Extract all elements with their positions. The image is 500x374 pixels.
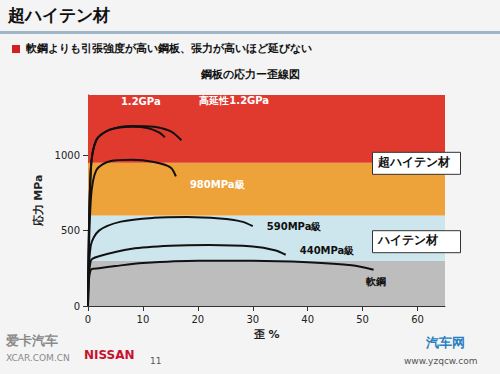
svg-text:590MPa級: 590MPa級 <box>267 221 323 232</box>
svg-text:NISSAN: NISSAN <box>84 348 135 362</box>
svg-text:高延性1.2GPa: 高延性1.2GPa <box>199 95 269 106</box>
svg-text:超ハイテン材: 超ハイテン材 <box>377 155 450 169</box>
svg-text:440MPa級: 440MPa級 <box>300 245 356 256</box>
svg-text:1.2GPa: 1.2GPa <box>121 96 161 107</box>
svg-text:鋼板の応力ー歪線図: 鋼板の応力ー歪線図 <box>200 68 300 81</box>
svg-text:11: 11 <box>150 356 161 366</box>
svg-text:20: 20 <box>191 314 204 325</box>
svg-text:XCAR.COM.CN: XCAR.COM.CN <box>6 353 70 363</box>
svg-text:軟鋼: 軟鋼 <box>365 276 386 287</box>
svg-text:0: 0 <box>74 301 80 312</box>
svg-text:30: 30 <box>246 314 259 325</box>
svg-text:超ハイテン材: 超ハイテン材 <box>7 5 110 25</box>
svg-text:歪 %: 歪 % <box>253 328 280 341</box>
svg-text:10: 10 <box>137 314 150 325</box>
svg-text:1000: 1000 <box>55 150 80 161</box>
svg-text:60: 60 <box>411 314 424 325</box>
svg-text:応力 MPa: 応力 MPa <box>32 175 45 228</box>
svg-text:汽车网: 汽车网 <box>425 335 465 350</box>
svg-text:40: 40 <box>301 314 314 325</box>
svg-text:0: 0 <box>85 314 91 325</box>
svg-text:軟鋼よりも引張強度が高い鋼板、張力が高いほど延びない: 軟鋼よりも引張強度が高い鋼板、張力が高いほど延びない <box>25 42 312 55</box>
svg-text:500: 500 <box>61 225 80 236</box>
svg-text:爱卡汽车: 爱卡汽车 <box>5 333 58 348</box>
svg-text:980MPa級: 980MPa級 <box>190 179 246 190</box>
svg-text:ハイテン材: ハイテン材 <box>377 233 438 247</box>
svg-text:www.yzqcw.com: www.yzqcw.com <box>404 356 477 366</box>
svg-text:50: 50 <box>356 314 369 325</box>
